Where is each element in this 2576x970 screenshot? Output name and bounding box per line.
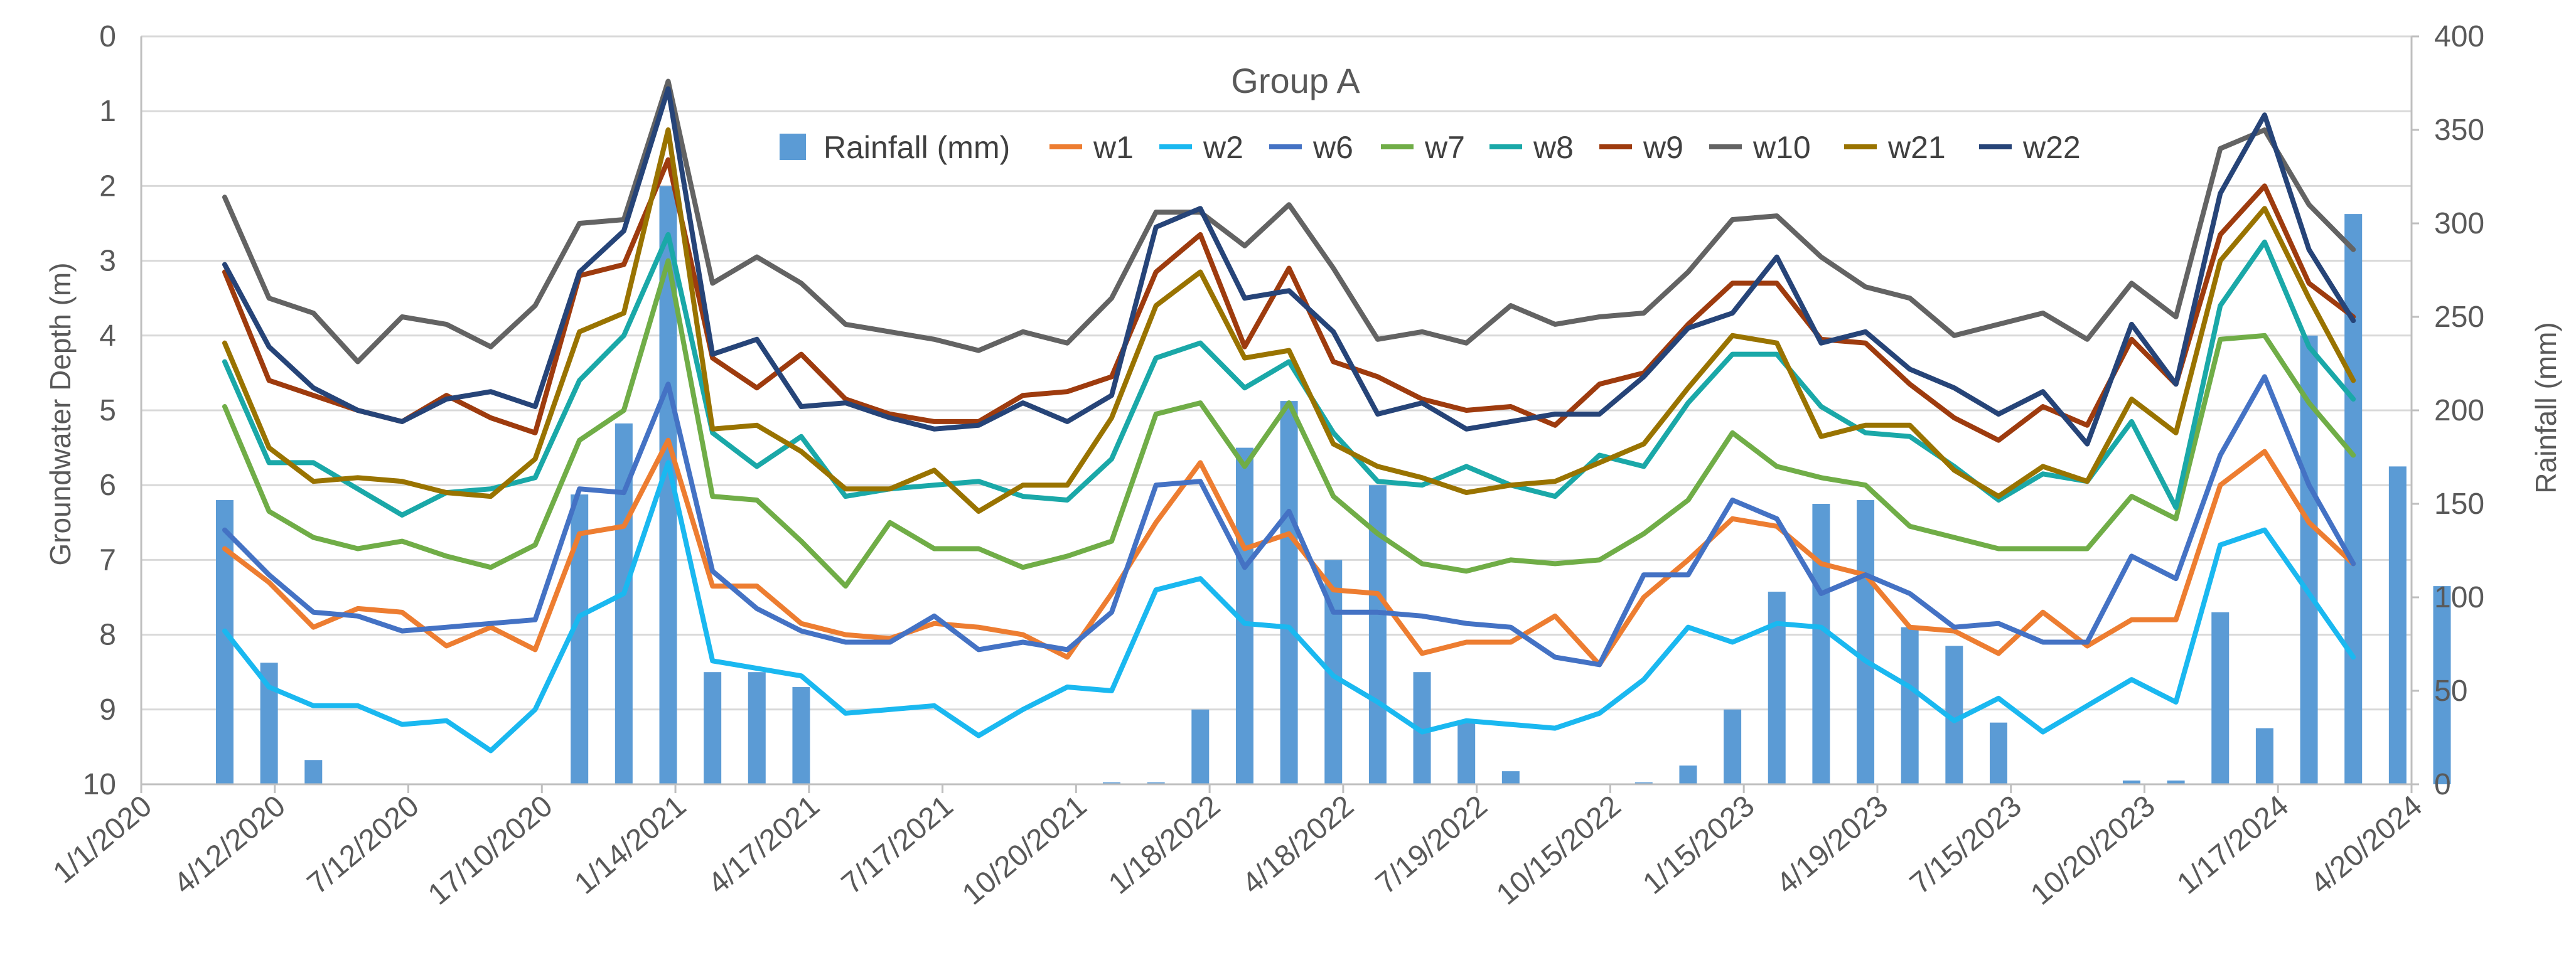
y-left-tick-label: 10 [83, 768, 116, 801]
x-tick-label: 4/20/2024 [2304, 789, 2428, 901]
y-left-tick-label: 4 [99, 319, 116, 353]
series-line-w10 [222, 78, 2356, 365]
x-tick-label: 4/12/2020 [168, 789, 292, 901]
x-tick-label: 1/14/2021 [568, 789, 692, 901]
y-right-tick-label: 0 [2434, 768, 2451, 801]
x-tick-label: 1/18/2022 [1103, 789, 1227, 901]
series-line-w6 [222, 374, 2356, 668]
x-tick-label: 10/20/2023 [2024, 789, 2161, 912]
x-tick-label: 7/12/2020 [301, 789, 426, 901]
rainfall-bar [1280, 401, 1298, 784]
rainfall-bar [1857, 500, 1875, 784]
rainfall-bars [216, 186, 2451, 785]
y-left-tick-label: 3 [99, 245, 116, 278]
x-tick-label: 4/19/2023 [1770, 789, 1894, 901]
y-right-tick-label: 100 [2434, 581, 2484, 614]
depth-lines [222, 78, 2356, 754]
rainfall-bar [2122, 781, 2140, 784]
rainfall-bar [704, 672, 722, 784]
rainfall-bar [304, 760, 323, 784]
legend-label: w10 [1752, 130, 1811, 165]
legend-label: Rainfall (mm) [824, 130, 1010, 165]
x-tick-label: 10/15/2022 [1490, 789, 1627, 912]
x-tick-label: 10/20/2021 [956, 789, 1093, 912]
legend-label: w1 [1093, 130, 1134, 165]
rainfall-bar [1679, 765, 1697, 784]
y-axis-left-title: Groundwater Depth (m) [44, 262, 77, 565]
y-right-tick-label: 200 [2434, 394, 2484, 427]
series-line-w22 [222, 86, 2356, 447]
y-right-tick-label: 400 [2434, 20, 2484, 53]
y-left-tick-label: 9 [99, 693, 116, 727]
x-tick-label: 1/1/2020 [47, 789, 158, 890]
rainfall-bar [1901, 627, 1919, 784]
x-tick-label: 4/17/2021 [702, 789, 826, 901]
rainfall-bar [2433, 586, 2451, 784]
x-tick-label: 7/15/2023 [1904, 789, 2028, 901]
x-tick-label: 1/15/2023 [1637, 789, 1761, 901]
rainfall-bar [1457, 722, 1476, 784]
series-line-w1 [222, 437, 2356, 668]
y-axis-right-title: Rainfall (mm) [2530, 322, 2562, 493]
series-line-w21 [222, 127, 2356, 514]
y-left-tick-label: 7 [99, 543, 116, 577]
y-right-tick-label: 300 [2434, 207, 2484, 240]
rainfall-bar [1990, 722, 2007, 784]
legend-label: w7 [1424, 130, 1465, 165]
y-left-tick-label: 5 [99, 394, 116, 427]
rainfall-bar [2167, 781, 2185, 784]
legend-label: w21 [1887, 130, 1946, 165]
y-right-tick-label: 150 [2434, 488, 2484, 521]
rainfall-bar [748, 672, 766, 784]
rainfall-bar [792, 687, 810, 784]
x-tick-label: 4/18/2022 [1236, 789, 1360, 901]
rainfall-bar [1501, 771, 1520, 784]
series-line-w2 [222, 460, 2356, 754]
rainfall-bar [1724, 709, 1742, 784]
chart-title: Group A [1231, 61, 1360, 100]
rainfall-bar [1812, 504, 1830, 784]
series-line-w8 [222, 232, 2356, 518]
rainfall-bar [1768, 592, 1786, 784]
x-tick-label: 17/10/2020 [422, 789, 559, 912]
legend: Rainfall (mm) w1 w2 w6 w7 w8 w9 w10 w21 w22 [780, 130, 2081, 165]
x-tick-label: 7/19/2022 [1370, 789, 1494, 901]
y-left-tick-label: 2 [99, 169, 116, 203]
y-right-tick-label: 350 [2434, 114, 2484, 147]
y-right-tick-label: 50 [2434, 674, 2467, 708]
series-line-w7 [222, 258, 2356, 589]
legend-label: w8 [1533, 130, 1574, 165]
y-left-tick-label: 8 [99, 619, 116, 652]
rainfall-bar [2211, 612, 2230, 784]
x-tick-label: 1/17/2024 [2171, 789, 2295, 901]
x-tick-label: 7/17/2021 [835, 789, 960, 901]
y-right-tick-label: 250 [2434, 301, 2484, 334]
legend-label: w6 [1312, 130, 1353, 165]
y-left-tick-label: 0 [99, 20, 116, 53]
legend-swatch-rainfall [780, 134, 806, 160]
legend-label: w2 [1203, 130, 1243, 165]
rainfall-bar [2344, 214, 2363, 785]
legend-label: w9 [1643, 130, 1683, 165]
rainfall-bar [1191, 709, 1210, 784]
y-left-tick-label: 1 [99, 95, 116, 128]
y-left-tick-label: 6 [99, 469, 116, 502]
rainfall-bar [2255, 728, 2273, 784]
legend-label: w22 [2022, 130, 2081, 165]
rainfall-bar [2388, 466, 2407, 784]
